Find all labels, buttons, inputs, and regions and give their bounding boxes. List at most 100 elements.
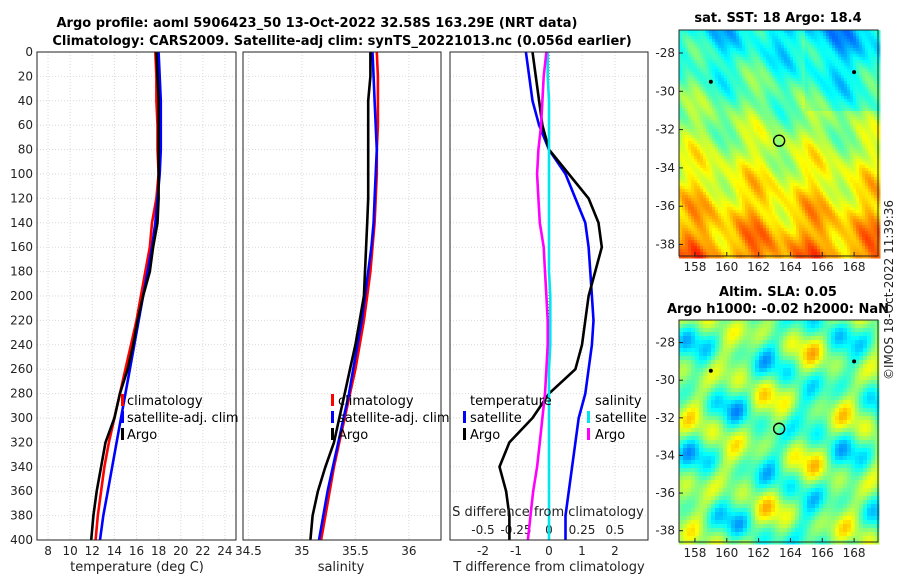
map-cell [691, 189, 695, 193]
map-cell [862, 99, 866, 103]
map-cell [820, 105, 824, 109]
map-cell [721, 123, 725, 127]
map-cell [754, 138, 758, 142]
map-cell [853, 105, 857, 109]
map-cell [829, 159, 833, 163]
map-cell [682, 216, 686, 220]
map-cell [805, 72, 809, 76]
map-cell [823, 231, 827, 235]
map-cell [877, 96, 881, 100]
map-cell [784, 210, 788, 214]
map-cell [748, 123, 752, 127]
map-cell [709, 33, 713, 37]
map-cell [805, 93, 809, 97]
map-cell [841, 234, 845, 238]
map-cell [868, 123, 872, 127]
map-cell [730, 30, 734, 34]
map-cell [715, 57, 719, 61]
map-cell [784, 93, 788, 97]
map-cell [685, 177, 689, 181]
map-cell [856, 156, 860, 160]
map-cell [823, 30, 827, 34]
map-cell [856, 120, 860, 124]
map-cell [817, 39, 821, 43]
map-cell [838, 141, 842, 145]
map-cell [844, 99, 848, 103]
map-cell [823, 186, 827, 190]
map-cell [868, 162, 872, 166]
map-cell [850, 51, 854, 55]
map-cell [760, 120, 764, 124]
map-cell [706, 96, 710, 100]
map-cell [775, 213, 779, 217]
map-cell [685, 105, 689, 109]
map-cell [793, 231, 797, 235]
map-cell [835, 39, 839, 43]
map-cell [796, 201, 800, 205]
map-cell [694, 174, 698, 178]
map-cell [766, 150, 770, 154]
map-cell [715, 96, 719, 100]
map-cell [805, 36, 809, 40]
map-cell [763, 111, 767, 115]
map-cell [829, 234, 833, 238]
map-cell [688, 195, 692, 199]
map-cell [790, 48, 794, 52]
map-cell [832, 204, 836, 208]
map-cell [844, 213, 848, 217]
map-cell [853, 171, 857, 175]
map-cell [712, 165, 716, 169]
map-cell [820, 165, 824, 169]
map-cell [841, 69, 845, 73]
map-cell [775, 87, 779, 91]
map-cell [778, 129, 782, 133]
map-cell [799, 150, 803, 154]
map-cell [751, 150, 755, 154]
map-cell [811, 66, 815, 70]
map-cell [772, 39, 776, 43]
map-cell [799, 210, 803, 214]
map-cell [847, 174, 851, 178]
map-cell [745, 69, 749, 73]
x-tick-label: 36 [401, 544, 416, 558]
map-cell [838, 69, 842, 73]
map-cell [805, 195, 809, 199]
map-cell [727, 225, 731, 229]
map-cell [763, 129, 767, 133]
map-cell [709, 114, 713, 118]
map-cell [829, 213, 833, 217]
map-cell [772, 117, 776, 121]
map-cell [835, 33, 839, 37]
map-cell [856, 237, 860, 241]
map-cell [877, 174, 881, 178]
map-cell [742, 30, 746, 34]
map-cell [859, 189, 863, 193]
map-cell [850, 123, 854, 127]
map-cell [787, 186, 791, 190]
map-cell [697, 129, 701, 133]
map-cell [847, 87, 851, 91]
map-cell [865, 33, 869, 37]
map-cell [718, 132, 722, 136]
map-cell [850, 174, 854, 178]
map-cell [712, 126, 716, 130]
map-cell [778, 147, 782, 151]
map-cell [745, 84, 749, 88]
map-cell [721, 144, 725, 148]
map-cell [697, 69, 701, 73]
map-cell [760, 126, 764, 130]
map-cell [715, 207, 719, 211]
map-cell [874, 195, 878, 199]
map-cell [802, 93, 806, 97]
map-cell [769, 120, 773, 124]
map-cell [844, 105, 848, 109]
map-cell [790, 153, 794, 157]
map-cell [748, 210, 752, 214]
map-cell [838, 99, 842, 103]
map-cell [835, 237, 839, 241]
map-cell [745, 240, 749, 244]
map-cell [703, 153, 707, 157]
map-cell [682, 231, 686, 235]
map-cell [820, 132, 824, 136]
map-cell [715, 180, 719, 184]
